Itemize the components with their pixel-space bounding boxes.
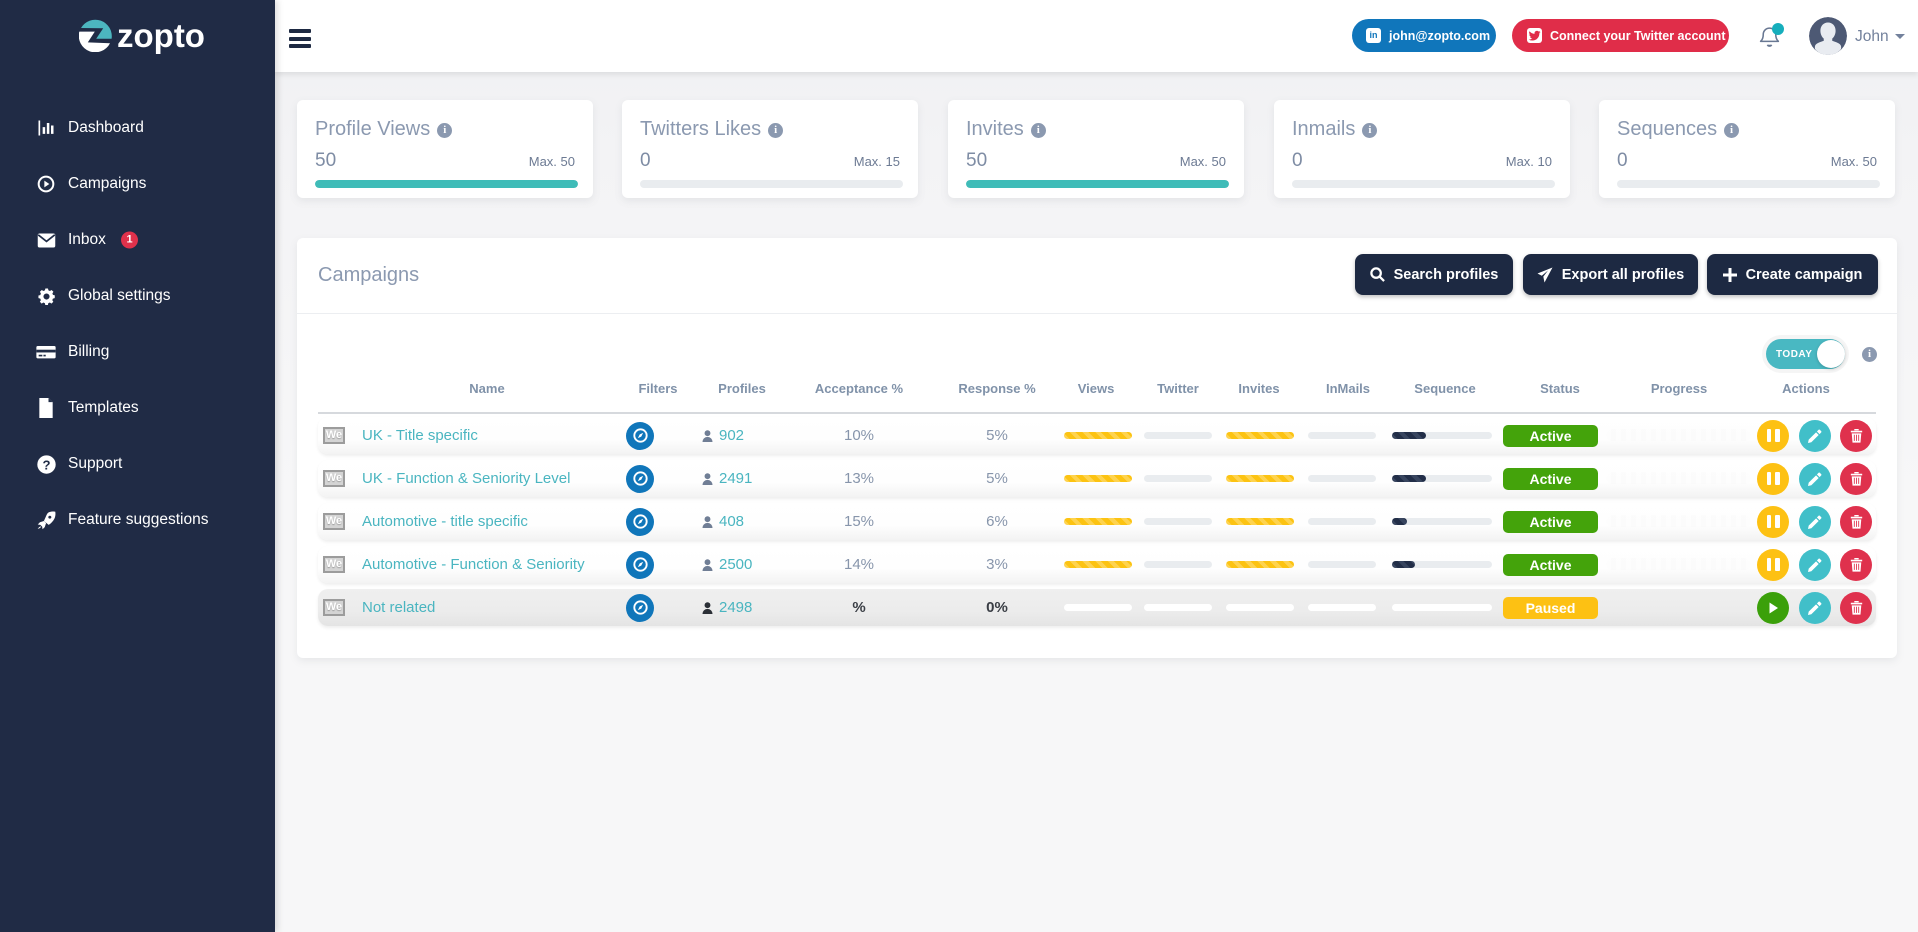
svg-text:?: ?	[42, 457, 50, 472]
